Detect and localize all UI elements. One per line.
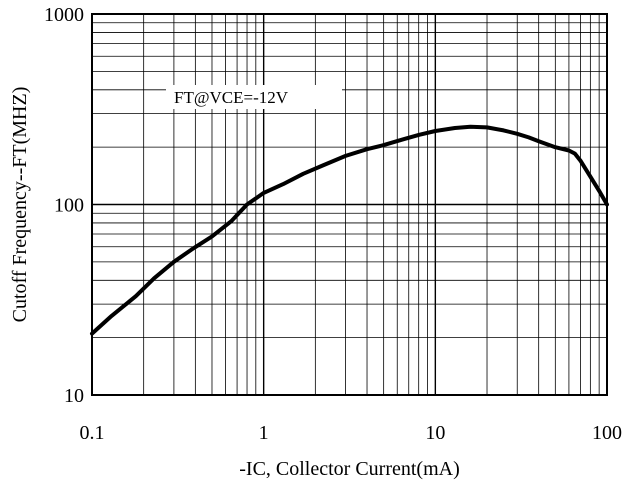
x-tick-label: 10 [425,422,445,444]
x-tick-labels: 0.1 1 10 100 [80,422,623,444]
annotation-label: FT@VCE=-12V [174,88,289,107]
y-axis-title: Cutoff Frequency--FT(MHZ) [9,87,31,323]
y-tick-label: 1000 [44,4,84,26]
x-tick-label: 0.1 [80,422,105,444]
x-tick-label: 100 [592,422,622,444]
y-tick-label: 10 [64,385,84,407]
y-tick-label: 100 [54,195,84,217]
x-axis-title: -IC, Collector Current(mA) [239,458,460,480]
grid-lines [91,14,607,396]
x-tick-label: 1 [259,422,269,444]
annotation-background [166,85,342,109]
y-tick-labels: 10 100 1000 [44,4,84,407]
ft-curve-series-line [90,124,609,336]
annotation-box: FT@VCE=-12V [166,85,342,109]
